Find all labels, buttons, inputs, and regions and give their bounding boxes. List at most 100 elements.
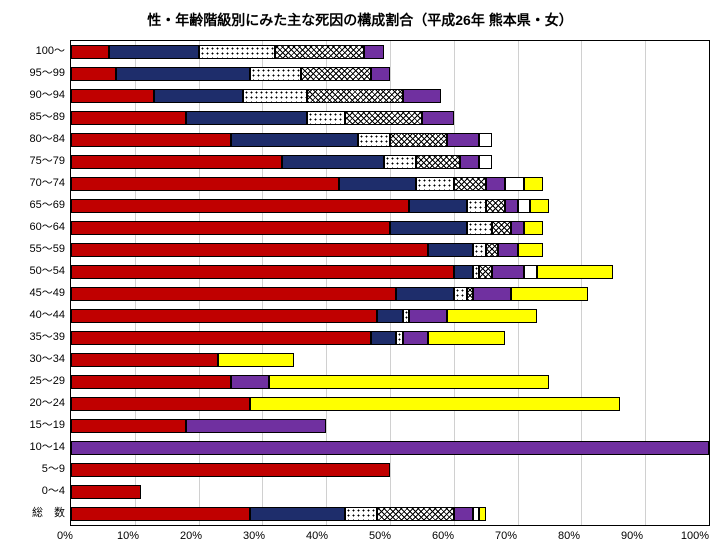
bar-row: [71, 349, 709, 371]
bar-segment: [518, 199, 531, 213]
bar-segment: [377, 309, 403, 323]
x-axis-tick: 20%: [180, 530, 202, 542]
bar-segment: [467, 199, 486, 213]
bar-segment: [530, 199, 549, 213]
y-axis-label: 35～39: [10, 326, 65, 348]
y-axis-label: 総 数: [10, 502, 65, 524]
bar-row: [71, 239, 709, 261]
y-axis-label: 40～44: [10, 304, 65, 326]
bar-segment: [524, 177, 543, 191]
bar-segment: [307, 111, 345, 125]
y-axis-label: 70～74: [10, 172, 65, 194]
bar-segment: [473, 287, 511, 301]
bar-row: [71, 41, 709, 63]
bar-segment: [511, 287, 588, 301]
bar-segment: [116, 67, 250, 81]
bar-segment: [71, 287, 396, 301]
bar-segment: [447, 309, 536, 323]
y-axis-label: 75～79: [10, 150, 65, 172]
bar-row: [71, 437, 709, 459]
bar-segment: [269, 375, 550, 389]
bar-segment: [486, 177, 505, 191]
bar-row: [71, 151, 709, 173]
bar-segment: [396, 287, 453, 301]
bar-segment: [71, 309, 377, 323]
bar-segment: [364, 45, 383, 59]
bar-segment: [154, 89, 243, 103]
bar-row: [71, 195, 709, 217]
y-axis-label: 20～24: [10, 392, 65, 414]
y-axis-label: 60～64: [10, 216, 65, 238]
bar-segment: [505, 199, 518, 213]
bar-segment: [71, 199, 409, 213]
x-axis-labels: 0%10%20%30%40%50%60%70%80%90%100%: [65, 530, 710, 546]
bar-segment: [71, 243, 428, 257]
y-axis-label: 65～69: [10, 194, 65, 216]
bar-segment: [486, 243, 499, 257]
y-axis-label: 100～: [10, 40, 65, 62]
bar-segment: [71, 155, 282, 169]
y-axis-label: 50～54: [10, 260, 65, 282]
bar-segment: [71, 67, 116, 81]
bar-segment: [447, 133, 479, 147]
bar-segment: [416, 177, 454, 191]
bar-segment: [250, 507, 346, 521]
bar-segment: [390, 133, 447, 147]
bar-segment: [307, 89, 403, 103]
bar-segment: [524, 221, 543, 235]
bar-segment: [186, 419, 326, 433]
bar-row: [71, 63, 709, 85]
bar-segment: [71, 133, 231, 147]
bar-row: [71, 459, 709, 481]
bar-segment: [454, 265, 473, 279]
bar-segment: [454, 507, 473, 521]
bar-segment: [467, 221, 493, 235]
chart-container: 性・年齢階級別にみた主な死因の構成割合（平成26年 熊本県・女） 100～95～…: [10, 10, 710, 546]
bar-segment: [454, 287, 467, 301]
bar-segment: [511, 221, 524, 235]
y-axis-label: 30～34: [10, 348, 65, 370]
bar-segment: [71, 485, 141, 499]
bar-segment: [231, 375, 269, 389]
y-axis-label: 80～84: [10, 128, 65, 150]
bar-segment: [479, 507, 485, 521]
x-axis-tick: 0%: [57, 530, 73, 542]
bar-segment: [71, 441, 709, 455]
plot-area: [70, 40, 710, 526]
bar-segment: [199, 45, 276, 59]
bar-segment: [409, 199, 466, 213]
y-axis-label: 5～9: [10, 458, 65, 480]
bar-segment: [403, 331, 429, 345]
bar-segment: [71, 89, 154, 103]
bar-row: [71, 481, 709, 503]
bar-segment: [460, 155, 479, 169]
bar-segment: [479, 265, 492, 279]
bar-row: [71, 85, 709, 107]
y-axis-label: 10～14: [10, 436, 65, 458]
x-axis-tick: 40%: [306, 530, 328, 542]
bar-row: [71, 283, 709, 305]
bar-segment: [473, 243, 486, 257]
x-axis-tick: 10%: [117, 530, 139, 542]
y-axis-label: 25～29: [10, 370, 65, 392]
bar-segment: [371, 67, 390, 81]
bar-row: [71, 261, 709, 283]
bar-segment: [186, 111, 307, 125]
chart-body: 100～95～9990～9485～8980～8475～7970～7465～696…: [10, 40, 710, 526]
bar-segment: [492, 265, 524, 279]
bar-segment: [345, 111, 422, 125]
bar-segment: [371, 331, 397, 345]
bar-segment: [384, 155, 416, 169]
bar-segment: [218, 353, 295, 367]
x-axis-tick: 30%: [243, 530, 265, 542]
bar-segment: [492, 221, 511, 235]
x-axis-tick: 70%: [495, 530, 517, 542]
bar-segment: [454, 177, 486, 191]
bar-segment: [71, 111, 186, 125]
x-axis-tick: 90%: [621, 530, 643, 542]
x-axis-tick: 50%: [369, 530, 391, 542]
bar-segment: [524, 265, 537, 279]
bar-row: [71, 371, 709, 393]
bar-segment: [250, 67, 301, 81]
bar-row: [71, 393, 709, 415]
